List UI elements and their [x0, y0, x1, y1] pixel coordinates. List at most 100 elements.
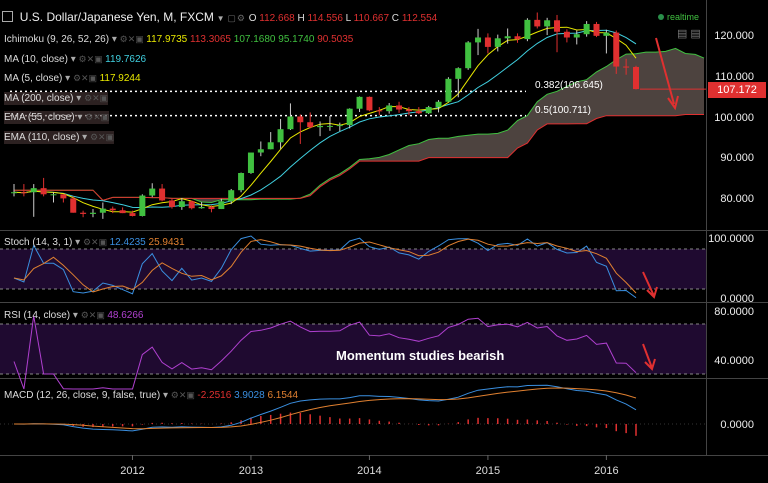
down-arrow-main: [655, 37, 675, 105]
ohlc-value-c: 112.554: [401, 13, 438, 24]
down-arrow-stoch: [642, 271, 658, 299]
macd-panel-label[interactable]: MACD (12, 26, close, 9, false, true) ▾ ⚙…: [4, 389, 298, 402]
chevron-down-icon[interactable]: ▾: [70, 310, 81, 321]
chevron-down-icon[interactable]: ▼: [216, 14, 225, 23]
ohlc-value-l: 110.667: [353, 13, 390, 24]
chevron-down-icon[interactable]: ▾: [79, 131, 90, 143]
stoch-name: Stoch (14, 3, 1): [4, 237, 73, 248]
candle-body: [307, 122, 314, 128]
candle-body: [475, 37, 482, 43]
candle-body: [524, 19, 531, 40]
collapse-icon[interactable]: [2, 11, 13, 22]
indicator-row[interactable]: EMA (110, close) ▾ ⚙✕▣: [4, 130, 115, 144]
candle-body: [70, 198, 77, 213]
chevron-down-icon[interactable]: ▾: [74, 112, 86, 123]
candle-body: [514, 36, 521, 40]
candle-body: [623, 66, 630, 68]
indicator-row[interactable]: EMA (55, close) ▾ ⚙✕▣: [4, 111, 110, 124]
ma5-line: [13, 26, 637, 213]
chevron-down-icon[interactable]: ▾: [109, 34, 120, 45]
indicator-row[interactable]: MA (200, close) ▾ ⚙✕▣: [4, 91, 109, 105]
chevron-down-icon[interactable]: ▾: [160, 390, 171, 401]
candle-body: [494, 38, 501, 47]
symbol-title[interactable]: U.S. Dollar/Japanese Yen, M, FXCM: [19, 10, 214, 24]
candle-body: [593, 23, 600, 36]
ohlc-key-c: C: [389, 13, 402, 24]
candle-body: [287, 116, 294, 130]
time-tick: 2013: [238, 465, 264, 477]
candle-body: [425, 107, 432, 114]
candle-body: [198, 206, 205, 209]
rsi-line: [13, 315, 637, 390]
time-tick: 2015: [475, 465, 501, 477]
layout-icon-b[interactable]: ▤: [690, 28, 704, 40]
candle-body: [139, 195, 146, 216]
candle-body: [346, 108, 353, 126]
macd-line: [13, 384, 637, 432]
candle-body: [60, 194, 67, 199]
chevron-down-icon[interactable]: ▾: [67, 53, 79, 65]
candle-body: [168, 200, 175, 207]
indicator-value: 117.9244: [99, 73, 141, 84]
indicator-row[interactable]: MA (10, close) ▾ ⚙✕▣ 119.7626: [4, 53, 146, 66]
header-bar: U.S. Dollar/Japanese Yen, M, FXCM ▼ ▢⚙ O…: [2, 11, 437, 25]
candle-body: [277, 129, 284, 143]
panel-controls[interactable]: ⚙✕▣: [170, 390, 198, 400]
candle-body: [356, 96, 363, 109]
indicator-row[interactable]: Ichimoku (9, 26, 52, 26) ▾ ⚙✕▣ 117.9735 …: [4, 33, 353, 46]
stoch-panel-label[interactable]: Stoch (14, 3, 1) ▾ ⚙✕▣ 12.4235 25.9431: [4, 236, 185, 249]
macd-value: -2.2516: [197, 390, 235, 401]
ichimoku-span-b: [14, 114, 704, 201]
layout-icon-a[interactable]: ▤: [677, 28, 691, 40]
chevron-down-icon[interactable]: ▾: [73, 92, 85, 104]
rsi-band: [0, 324, 706, 374]
macd-value: 3.9028: [234, 390, 268, 401]
candle-body: [465, 42, 472, 69]
candle-body: [89, 212, 96, 214]
indicator-controls[interactable]: ⚙✕▣: [78, 53, 106, 64]
current-price-tag: 107.172: [708, 82, 766, 98]
indicator-value: 113.3065: [190, 34, 234, 45]
candle-body: [129, 213, 136, 216]
candle-body: [504, 36, 511, 39]
candle-body: [257, 149, 264, 153]
candle-body: [11, 192, 17, 194]
down-arrow-main-head: [667, 95, 679, 111]
candle-body: [40, 188, 47, 195]
indicator-controls[interactable]: ⚙✕▣: [89, 131, 115, 142]
rsi-axis-tick: 40.0000: [714, 355, 754, 367]
rsi-panel-label[interactable]: RSI (14, close) ▾ ⚙✕▣ 48.6266: [4, 309, 144, 322]
indicator-name: MA (200, close): [4, 92, 74, 104]
indicator-controls[interactable]: ⚙✕▣: [85, 112, 110, 122]
indicator-controls[interactable]: ⚙✕▣: [119, 34, 147, 44]
indicator-name: MA (10, close): [4, 53, 68, 65]
momentum-note: Momentum studies bearish: [336, 348, 505, 363]
indicator-row[interactable]: MA (5, close) ▾ ⚙✕▣ 117.9244: [4, 72, 141, 85]
candle-body: [573, 34, 580, 38]
candle-body: [267, 142, 274, 150]
layout-buttons[interactable]: ▤▤: [677, 28, 704, 40]
candle-body: [336, 125, 343, 127]
candle-body: [228, 190, 235, 202]
indicator-value: 117.9735: [146, 34, 191, 45]
macd-value: 6.1544: [267, 390, 299, 401]
candle-body: [445, 78, 452, 102]
ohlc-key-l: L: [342, 13, 354, 24]
chevron-down-icon[interactable]: ▾: [62, 73, 73, 84]
stoch-band: [0, 249, 706, 289]
panel-controls[interactable]: ⚙✕▣: [80, 310, 108, 320]
stoch-axis-tick: 100.0000: [708, 233, 754, 245]
candle-body: [188, 201, 195, 209]
indicator-controls[interactable]: ⚙✕▣: [72, 73, 100, 83]
indicator-controls[interactable]: ⚙✕▣: [84, 92, 109, 103]
realtime-label: realtime: [667, 12, 700, 22]
header-controls[interactable]: ▢⚙: [227, 13, 246, 23]
candle-body: [534, 19, 541, 27]
candle-body: [297, 116, 304, 123]
chevron-down-icon[interactable]: ▾: [72, 237, 83, 248]
ohlc-readout: O 112.668 H 114.556 L 110.667 C 112.554: [249, 13, 438, 24]
panel-controls[interactable]: ⚙✕▣: [82, 237, 110, 247]
indicator-value: 95.1740: [278, 34, 318, 45]
candle-body: [178, 201, 185, 207]
